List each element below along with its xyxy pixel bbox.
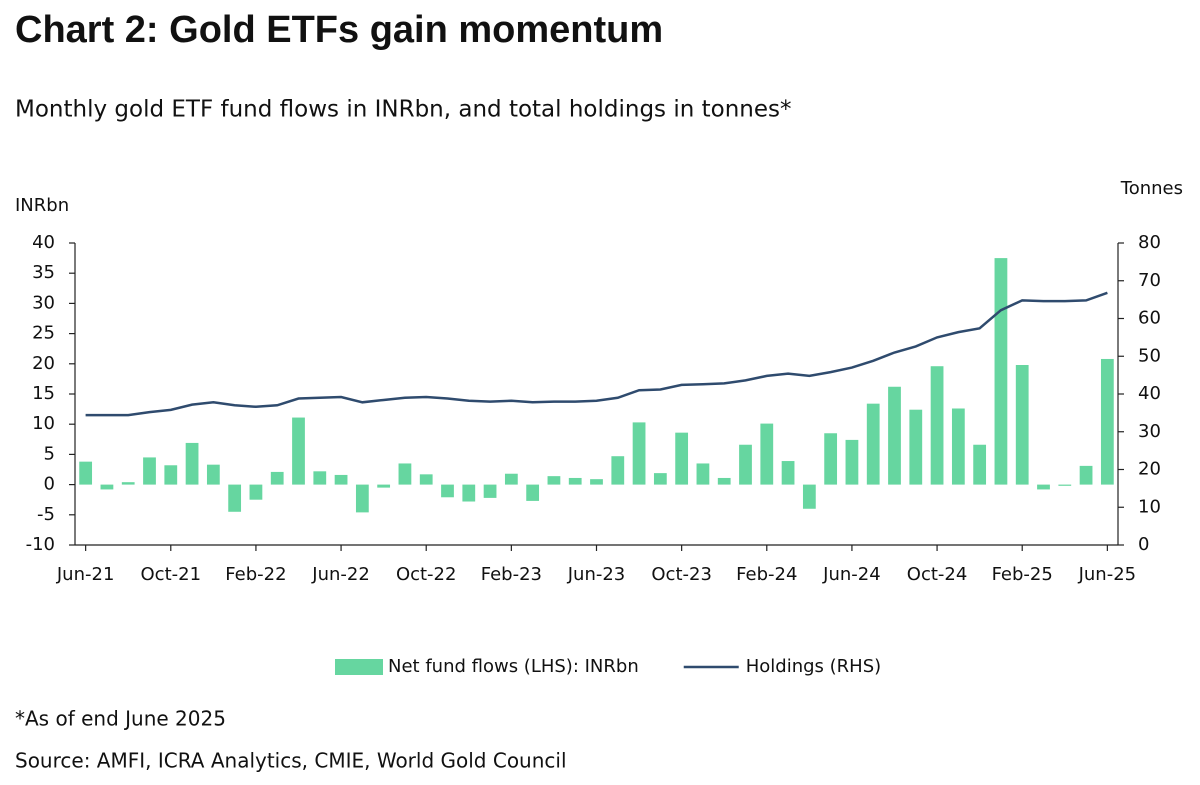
chart-subtitle: Monthly gold ETF fund flows in INRbn, an…: [15, 97, 792, 123]
bar: [1037, 484, 1050, 490]
y-tick-label: 15: [32, 383, 55, 404]
bar: [79, 461, 93, 485]
bar: [547, 476, 561, 485]
x-tick-label: Feb-22: [225, 564, 286, 585]
bar: [781, 461, 795, 485]
x-tick-label: Jun-25: [1078, 564, 1137, 585]
y-tick-label: -5: [37, 504, 55, 525]
bar: [504, 473, 518, 485]
legend-label: Holdings (RHS): [746, 656, 881, 677]
bar: [590, 479, 603, 485]
bar: [313, 471, 327, 485]
bar: [951, 408, 965, 485]
bar: [824, 433, 838, 485]
bar: [206, 464, 220, 485]
bar: [696, 463, 710, 485]
x-tick-label: Jun-21: [56, 564, 115, 585]
x-tick-label: Oct-23: [651, 564, 712, 585]
y2-tick-label: 0: [1138, 534, 1149, 555]
bar: [845, 439, 859, 485]
bar: [419, 474, 433, 485]
bar: [866, 403, 880, 485]
bar: [1100, 358, 1114, 485]
legend-label: Net fund flows (LHS): INRbn: [388, 656, 639, 677]
bar: [802, 484, 816, 509]
y-tick-label: 40: [32, 232, 55, 253]
legend-swatch: [335, 659, 383, 675]
bar: [121, 482, 135, 485]
bar: [228, 484, 242, 512]
line: [85, 291, 1108, 417]
y-tick-label: 35: [32, 262, 55, 283]
y-axis-label: INRbn: [15, 195, 69, 216]
bar: [675, 432, 689, 485]
bar: [526, 484, 540, 501]
x-tick-label: Jun-23: [567, 564, 626, 585]
chart-title: Chart 2: Gold ETFs gain momentum: [15, 9, 663, 51]
bar: [185, 442, 199, 485]
y-tick-label: 25: [32, 323, 55, 344]
x-tick-label: Jun-24: [822, 564, 881, 585]
bar: [377, 484, 391, 488]
y2-tick-label: 30: [1138, 421, 1161, 442]
y2-tick-label: 40: [1138, 383, 1161, 404]
bar: [441, 484, 454, 498]
bar: [568, 477, 582, 485]
bar: [270, 471, 284, 485]
bar: [100, 484, 114, 490]
y2-tick-label: 60: [1138, 308, 1161, 329]
bar: [973, 444, 987, 485]
y-tick-label: -10: [26, 534, 55, 555]
source: Source: AMFI, ICRA Analytics, CMIE, Worl…: [15, 749, 567, 773]
y-tick-label: 30: [32, 292, 55, 313]
bar: [717, 477, 731, 485]
x-tick-label: Feb-23: [481, 564, 542, 585]
bar: [611, 456, 625, 485]
y2-tick-label: 10: [1138, 496, 1161, 517]
bar: [1015, 365, 1029, 485]
x-tick-label: Oct-24: [907, 564, 968, 585]
bar: [462, 484, 476, 502]
bar: [739, 444, 752, 485]
bar: [632, 422, 646, 485]
bar: [483, 484, 497, 498]
bar: [888, 386, 901, 485]
bar: [909, 409, 923, 485]
bar: [994, 258, 1008, 485]
y2-axis-label: Tonnes: [1120, 178, 1183, 199]
bar: [398, 463, 412, 485]
bar: [1058, 484, 1072, 486]
y2-tick-label: 80: [1138, 232, 1161, 253]
bar: [292, 417, 305, 485]
bar: [760, 423, 774, 485]
y-tick-label: 0: [44, 474, 55, 495]
y2-tick-label: 70: [1138, 270, 1161, 291]
x-tick-label: Jun-22: [311, 564, 370, 585]
y-tick-label: 20: [32, 353, 55, 374]
bar: [653, 473, 667, 485]
bar: [355, 484, 369, 513]
footnote: *As of end June 2025: [15, 707, 226, 731]
x-tick-label: Oct-22: [396, 564, 457, 585]
y2-tick-label: 20: [1138, 459, 1161, 480]
bar: [334, 474, 348, 485]
bar: [249, 484, 263, 500]
y-tick-label: 10: [32, 413, 55, 434]
x-tick-label: Feb-25: [992, 564, 1053, 585]
bar: [143, 457, 156, 485]
x-tick-label: Feb-24: [736, 564, 797, 585]
bar: [1079, 465, 1093, 485]
bar: [930, 366, 944, 485]
y2-tick-label: 50: [1138, 345, 1161, 366]
x-tick-label: Oct-21: [141, 564, 202, 585]
bar: [164, 465, 178, 485]
y-tick-label: 5: [44, 443, 55, 464]
